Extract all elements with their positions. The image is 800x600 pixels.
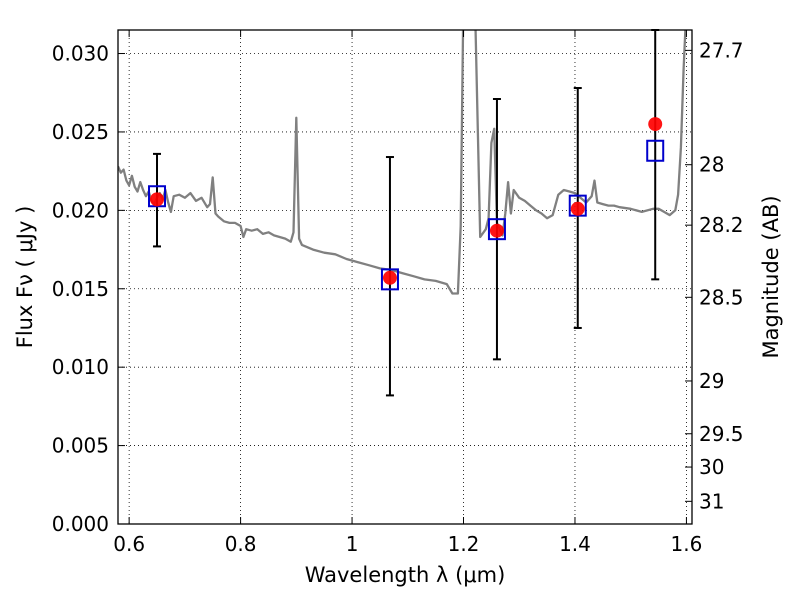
sed-line [118,30,687,295]
x-tick-label: 0.6 [113,532,145,556]
x-tick-label: 1.6 [671,532,703,556]
observed-point [150,192,165,207]
model-point [646,139,665,162]
plot-frame [117,29,693,525]
right-axis-title: Magnitude (AB) [759,195,783,358]
x-tick-label: 0.8 [225,532,257,556]
x-tick-label: 1.2 [448,532,480,556]
model-point [380,268,399,291]
observed-point [570,201,585,216]
y-tick-label: 0.025 [52,120,109,144]
right-tick-label: 28.2 [699,213,744,237]
right-tick-label: 29 [699,369,724,393]
right-tick-label: 31 [699,489,724,513]
right-tick-label: 27.7 [699,38,744,62]
observed-point [382,270,397,285]
y-axis-title: Flux Fν ( μJy ) [13,206,37,349]
y-tick-label: 0.000 [52,512,109,536]
x-axis-title: Wavelength λ (μm) [305,563,506,587]
y-tick-label: 0.015 [52,277,109,301]
photometry-points [148,29,665,397]
y-tick-label: 0.020 [52,198,109,222]
right-tick-label: 28 [699,153,724,177]
x-tick-label: 1.4 [559,532,591,556]
right-tick-label: 29.5 [699,422,744,446]
y-tick-label: 0.005 [52,434,109,458]
axis-ticks: 0.6 0.8 1 1.2 1.4 1.6 0.000 0.005 0.010 0.015 0.02… [52,30,744,556]
right-tick-label: 30 [699,455,724,479]
right-tick-label: 28.5 [699,285,744,309]
model-point [487,218,506,241]
model-sed [118,30,687,295]
x-tick-label: 1 [346,532,359,556]
observed-point [489,223,504,238]
plot-background [118,30,692,524]
y-tick-label: 0.030 [52,42,109,66]
y-tick-label: 0.010 [52,355,109,379]
observed-point [648,117,663,132]
